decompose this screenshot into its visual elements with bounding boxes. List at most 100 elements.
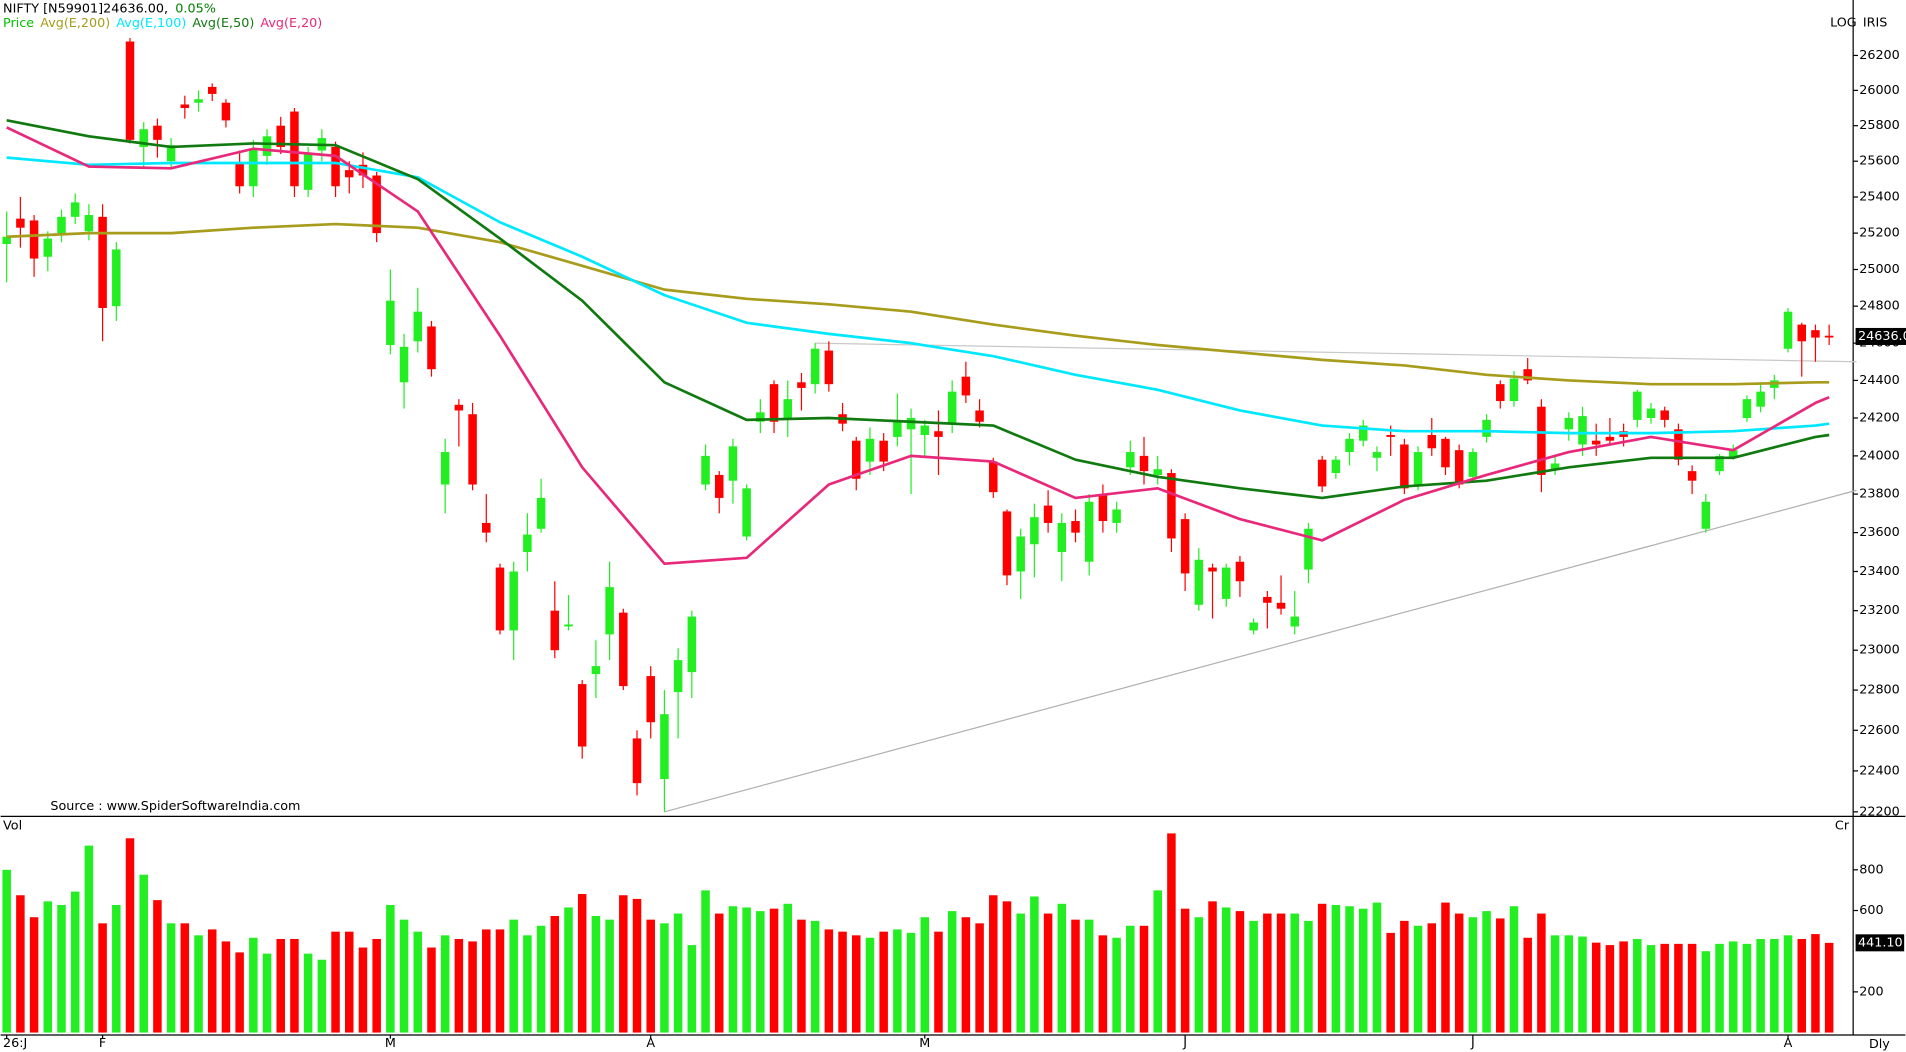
volume-bar — [852, 935, 861, 1033]
volume-bar — [619, 895, 628, 1033]
volume-bar — [276, 938, 285, 1033]
volume-bar — [317, 959, 327, 1033]
candle-body — [1742, 399, 1752, 418]
candle-body — [1756, 391, 1765, 407]
volume-bar — [262, 953, 272, 1033]
y-tick-label: 22400 — [1859, 763, 1900, 778]
volume-bar — [1523, 937, 1532, 1033]
candle-body — [824, 350, 834, 385]
candle-body — [139, 129, 148, 147]
candle-body — [1797, 324, 1806, 342]
volume-bar — [1002, 901, 1012, 1033]
candle-body — [1317, 459, 1327, 487]
candle-body — [1030, 517, 1039, 545]
volume-bar — [550, 915, 560, 1033]
volume-bar — [1797, 938, 1806, 1033]
last-volume-label: 441.10 — [1858, 935, 1903, 950]
volume-bar — [687, 945, 697, 1033]
volume-bar — [43, 901, 53, 1033]
volume-bar — [1317, 903, 1327, 1033]
volume-bar — [1290, 913, 1299, 1033]
candle-body — [1537, 406, 1546, 475]
volume-bar — [1619, 941, 1628, 1033]
volume-bar — [249, 937, 258, 1033]
candle-body — [797, 382, 806, 388]
candle-body — [1482, 419, 1491, 437]
x-tick-label: F — [99, 1036, 106, 1051]
candle-body — [591, 666, 601, 675]
volume-bar — [303, 953, 313, 1033]
candle-body — [1016, 536, 1025, 572]
volume-bar — [399, 919, 409, 1033]
volume-bar — [1811, 934, 1820, 1033]
candle-body — [1276, 602, 1286, 609]
volume-bar — [1194, 917, 1204, 1033]
volume-bar — [1770, 938, 1779, 1033]
volume-bar — [797, 919, 806, 1033]
volume-bar — [838, 931, 847, 1033]
volume-bar — [769, 908, 779, 1033]
candle-body — [194, 99, 203, 103]
candle-body — [1509, 378, 1519, 402]
candle-body — [1400, 444, 1409, 489]
candle-body — [303, 154, 313, 190]
volume-bar — [207, 929, 217, 1033]
volume-bar — [1071, 919, 1080, 1033]
volume-bar — [139, 874, 148, 1033]
volume-bar — [824, 929, 834, 1033]
source: Source : www.SpiderSoftwareIndia.com — [50, 799, 300, 814]
volume-bar — [1345, 906, 1354, 1033]
candle-body — [1701, 501, 1711, 529]
candle-body — [879, 440, 888, 462]
candle-body — [701, 455, 710, 485]
volume-bar — [1660, 943, 1669, 1033]
candle-body — [1372, 452, 1382, 458]
candle-body — [687, 616, 697, 673]
legend-entry: Avg(E,20) — [260, 16, 322, 31]
candle-body — [906, 417, 916, 430]
legend-entry: Avg(E,200) — [40, 16, 110, 31]
volume-bar — [1235, 911, 1245, 1033]
volume-bar — [194, 935, 203, 1033]
candle-body — [646, 676, 655, 723]
volume-bar — [125, 838, 135, 1033]
volume-bar — [221, 941, 231, 1033]
candle-body — [207, 86, 217, 94]
candle-body — [345, 170, 354, 178]
candle-body — [1687, 471, 1697, 481]
candle-body — [1057, 522, 1067, 553]
volume-bar — [1687, 943, 1697, 1033]
candle-body — [1811, 330, 1820, 338]
candle-body — [893, 421, 902, 437]
candle-body — [1454, 450, 1464, 485]
volume-bar — [632, 898, 642, 1033]
candle-body — [399, 346, 409, 383]
volume-bar — [1372, 902, 1382, 1033]
volume-bar — [1742, 943, 1752, 1033]
candle-body — [523, 534, 532, 553]
candle-body — [728, 446, 738, 481]
volume-bar — [495, 929, 505, 1033]
candle-body — [1071, 521, 1080, 533]
volume-bar — [810, 920, 820, 1033]
candle-body — [1523, 369, 1532, 381]
volume-bar — [1276, 913, 1286, 1033]
candle-body — [1441, 438, 1450, 468]
candle-body — [413, 311, 423, 342]
candle-body — [1126, 452, 1135, 468]
volume-bar — [605, 919, 614, 1033]
candle-body — [153, 125, 162, 140]
candle-body — [1660, 410, 1669, 420]
scale-label: LOG — [1830, 16, 1857, 31]
candle-body — [454, 404, 464, 411]
candle-body — [372, 175, 381, 234]
period: Dly — [1869, 1037, 1890, 1052]
x-tick-label: 26:J — [3, 1036, 27, 1051]
candle-body — [1496, 384, 1505, 402]
y-tick-label: 23800 — [1859, 487, 1900, 502]
candle-body — [1221, 567, 1231, 599]
y-tick-label: 23000 — [1859, 643, 1900, 658]
volume-bar — [16, 895, 25, 1033]
candle-body — [1728, 450, 1738, 458]
